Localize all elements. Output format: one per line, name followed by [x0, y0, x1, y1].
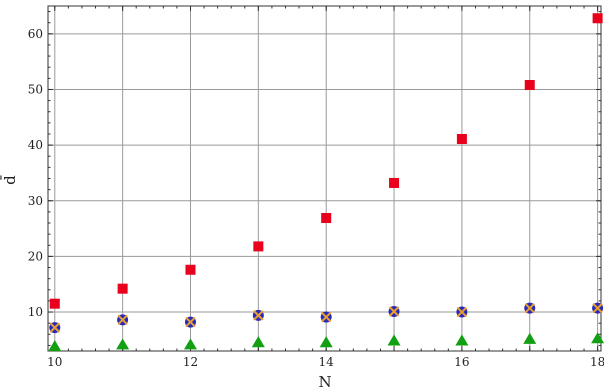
- square-point: [117, 283, 128, 294]
- triangle-point: [319, 336, 333, 348]
- circle-x-point: [388, 305, 400, 317]
- triangle-point: [183, 338, 197, 350]
- circle-x-point: [456, 306, 468, 318]
- square-point: [253, 241, 264, 252]
- square-point: [389, 177, 400, 188]
- y-axis-label: d̄: [1, 175, 19, 185]
- tick-label-layer: 10 12 14 16 18 10 20 30 40 50 60: [28, 27, 604, 369]
- cross-mark: [253, 310, 264, 321]
- y-tick-label: 20: [28, 249, 43, 263]
- x-tick-label: 18: [590, 355, 604, 369]
- y-tick-label: 60: [28, 27, 43, 41]
- square-point: [49, 298, 60, 309]
- circle-x-point: [320, 311, 332, 323]
- circle-x-point: [592, 302, 604, 314]
- tick-layer: [48, 6, 601, 351]
- square-point: [524, 80, 535, 91]
- square-point: [321, 213, 332, 224]
- cross-mark: [49, 322, 60, 333]
- circle-x-point: [524, 302, 536, 314]
- y-tick-label: 30: [28, 194, 43, 208]
- cross-mark: [388, 306, 400, 317]
- triangle-point: [116, 338, 130, 350]
- x-axis-label: N: [318, 373, 331, 391]
- square-point: [185, 264, 196, 275]
- x-tick-label: 12: [183, 355, 198, 369]
- circle-x-point: [184, 316, 196, 328]
- y-tick-label: 10: [28, 305, 43, 319]
- cross-mark: [456, 306, 468, 318]
- cross-mark: [117, 314, 128, 326]
- triangle-point: [48, 339, 62, 352]
- cross-mark: [185, 316, 196, 328]
- x-tick-label: 10: [47, 355, 62, 369]
- series-2: [49, 302, 604, 334]
- y-tick-label: 50: [28, 82, 43, 96]
- series-1: [49, 13, 603, 309]
- square-point: [456, 133, 467, 144]
- x-tick-label: 14: [319, 355, 335, 369]
- y-tick-label: 40: [28, 138, 43, 152]
- plot-frame: [47, 5, 602, 352]
- triangle-point: [523, 332, 537, 344]
- circle-x-point: [49, 322, 61, 334]
- x-tick-label: 16: [454, 355, 469, 369]
- series-3: [48, 332, 604, 352]
- cross-mark: [320, 311, 332, 323]
- cross-mark: [592, 302, 603, 314]
- cross-mark: [524, 302, 535, 314]
- circle-x-point: [252, 309, 264, 321]
- triangle-point: [251, 336, 265, 348]
- circle-x-point: [117, 314, 129, 326]
- triangle-point: [591, 332, 604, 344]
- marker-layer: [48, 13, 604, 352]
- grid-layer: [48, 6, 601, 351]
- triangle-point: [455, 334, 469, 346]
- triangle-point: [387, 334, 401, 346]
- square-point: [592, 13, 603, 24]
